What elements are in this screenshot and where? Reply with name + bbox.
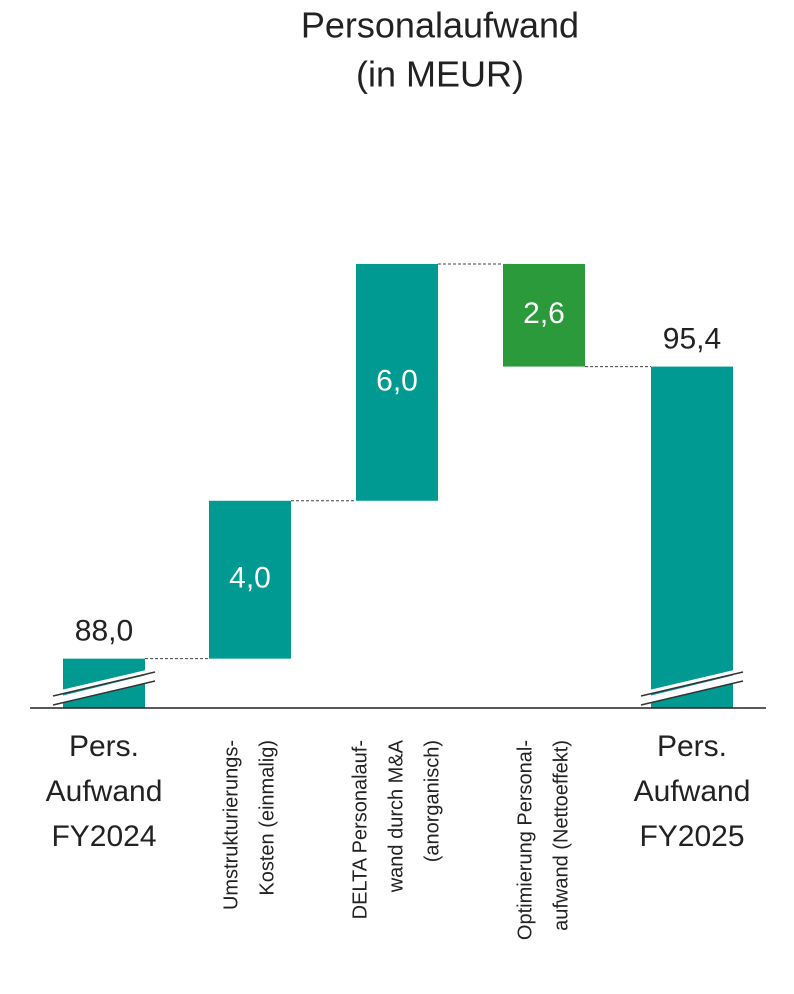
value-label: 6,0	[376, 364, 418, 397]
x-tick-label: Kosten (einmalig)	[256, 740, 278, 896]
value-label: 2,6	[523, 297, 565, 330]
axis-break	[640, 680, 744, 706]
axis-break	[52, 668, 156, 696]
axis-break	[52, 671, 156, 697]
x-tick-label: Pers.	[657, 730, 727, 763]
x-tick-label: Umstrukturierungs-	[220, 740, 242, 910]
axis-break	[640, 671, 744, 697]
x-tick-label: (anorganisch)	[421, 740, 443, 862]
x-tick-label: Aufwand	[634, 775, 751, 808]
x-tick-label: aufwand (Nettoeffekt)	[550, 740, 572, 931]
axis-break-gap	[642, 673, 742, 703]
x-tick-label: wand durch M&A	[385, 739, 407, 893]
bar	[651, 366, 733, 708]
x-tick-label: FY2025	[639, 820, 744, 853]
x-tick-label: DELTA Personalauf-	[349, 740, 371, 919]
value-label: 95,4	[663, 322, 721, 355]
value-label: 88,0	[75, 615, 133, 648]
x-tick-label: FY2024	[51, 820, 156, 853]
bar	[209, 500, 291, 659]
axis-break-gap	[54, 673, 154, 703]
chart-title: Personalaufwand	[301, 5, 579, 46]
value-label: 4,0	[229, 562, 271, 595]
axis-break	[640, 668, 744, 696]
axis-break	[52, 677, 156, 705]
axis-break	[640, 677, 744, 705]
axis-break	[52, 680, 156, 706]
chart-title: (in MEUR)	[356, 54, 524, 95]
x-tick-label: Optimierung Personal-	[514, 740, 536, 940]
bar	[503, 263, 585, 367]
bar	[356, 263, 438, 501]
x-tick-label: Pers.	[69, 730, 139, 763]
x-tick-label: Aufwand	[46, 775, 163, 808]
